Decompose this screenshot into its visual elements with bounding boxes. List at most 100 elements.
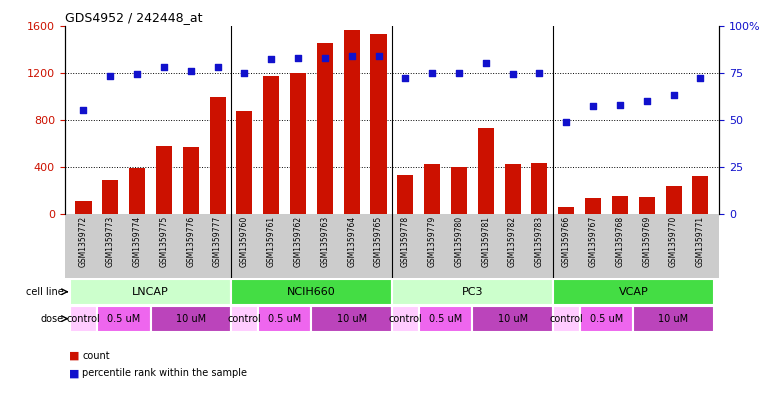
Bar xyxy=(392,306,419,332)
Point xyxy=(507,72,519,78)
Text: ■: ■ xyxy=(68,351,79,361)
Bar xyxy=(102,180,118,214)
Text: 10 uM: 10 uM xyxy=(176,314,205,324)
Text: GSM1359782: GSM1359782 xyxy=(508,216,517,267)
Point xyxy=(694,75,706,81)
Point xyxy=(78,107,90,114)
Text: GSM1359776: GSM1359776 xyxy=(186,216,196,267)
Bar xyxy=(633,306,714,332)
Bar xyxy=(231,306,258,332)
Text: 0.5 uM: 0.5 uM xyxy=(107,314,140,324)
Text: 0.5 uM: 0.5 uM xyxy=(268,314,301,324)
Text: GSM1359772: GSM1359772 xyxy=(79,216,88,267)
Text: 0.5 uM: 0.5 uM xyxy=(590,314,623,324)
Text: 10 uM: 10 uM xyxy=(336,314,367,324)
Bar xyxy=(311,306,392,332)
Text: GSM1359767: GSM1359767 xyxy=(588,216,597,267)
Point xyxy=(185,68,197,74)
Point xyxy=(372,53,384,59)
Bar xyxy=(151,306,231,332)
Bar xyxy=(75,201,91,214)
Text: PC3: PC3 xyxy=(462,287,483,297)
Text: GSM1359774: GSM1359774 xyxy=(132,216,142,267)
Bar xyxy=(693,176,708,214)
Bar xyxy=(638,197,654,214)
Bar xyxy=(237,112,253,214)
Text: LNCAP: LNCAP xyxy=(132,287,169,297)
Text: percentile rank within the sample: percentile rank within the sample xyxy=(82,368,247,378)
Point xyxy=(158,64,170,70)
Text: VCAP: VCAP xyxy=(619,287,648,297)
Bar xyxy=(344,30,360,214)
Bar xyxy=(209,97,225,214)
Bar xyxy=(70,279,231,305)
Bar xyxy=(419,306,473,332)
Bar xyxy=(317,43,333,214)
Bar xyxy=(258,306,311,332)
Text: GSM1359763: GSM1359763 xyxy=(320,216,330,267)
Point xyxy=(533,70,546,76)
Point xyxy=(104,73,116,79)
Text: control: control xyxy=(388,314,422,324)
Bar xyxy=(392,279,552,305)
Text: cell line: cell line xyxy=(26,287,63,297)
Bar xyxy=(97,306,151,332)
Text: control: control xyxy=(66,314,100,324)
Text: GSM1359768: GSM1359768 xyxy=(616,216,625,267)
Text: GSM1359764: GSM1359764 xyxy=(347,216,356,267)
Text: GSM1359779: GSM1359779 xyxy=(428,216,437,267)
Point xyxy=(667,92,680,98)
Bar xyxy=(371,34,387,214)
Text: GDS4952 / 242448_at: GDS4952 / 242448_at xyxy=(65,11,202,24)
Bar xyxy=(451,167,467,214)
Point xyxy=(238,70,250,76)
Text: GSM1359769: GSM1359769 xyxy=(642,216,651,267)
Text: 10 uM: 10 uM xyxy=(498,314,527,324)
Bar xyxy=(183,147,199,214)
Text: count: count xyxy=(82,351,110,361)
Point xyxy=(479,60,492,66)
Bar xyxy=(70,306,97,332)
Bar xyxy=(666,185,682,214)
Point xyxy=(319,54,331,61)
Point xyxy=(560,118,572,125)
Bar xyxy=(397,175,413,214)
Bar xyxy=(612,196,628,214)
Text: GSM1359777: GSM1359777 xyxy=(213,216,222,267)
Bar xyxy=(531,163,547,214)
Text: GSM1359771: GSM1359771 xyxy=(696,216,705,267)
Text: GSM1359783: GSM1359783 xyxy=(535,216,544,267)
Point xyxy=(614,101,626,108)
Bar xyxy=(478,128,494,214)
Text: GSM1359775: GSM1359775 xyxy=(159,216,168,267)
Text: GSM1359780: GSM1359780 xyxy=(454,216,463,267)
Bar xyxy=(580,306,633,332)
Point xyxy=(345,53,358,59)
Point xyxy=(641,98,653,104)
Text: control: control xyxy=(228,314,261,324)
Text: ■: ■ xyxy=(68,368,79,378)
Bar xyxy=(585,198,601,214)
Bar xyxy=(263,76,279,214)
Text: GSM1359773: GSM1359773 xyxy=(106,216,115,267)
Point xyxy=(453,70,465,76)
Point xyxy=(212,64,224,70)
Text: GSM1359766: GSM1359766 xyxy=(562,216,571,267)
Text: GSM1359778: GSM1359778 xyxy=(401,216,410,267)
Bar xyxy=(156,145,172,214)
Text: 10 uM: 10 uM xyxy=(658,314,689,324)
Bar xyxy=(559,207,575,214)
Text: GSM1359781: GSM1359781 xyxy=(481,216,490,267)
Point xyxy=(265,56,277,62)
Text: GSM1359765: GSM1359765 xyxy=(374,216,383,267)
Text: GSM1359760: GSM1359760 xyxy=(240,216,249,267)
Text: GSM1359770: GSM1359770 xyxy=(669,216,678,267)
Bar xyxy=(231,279,392,305)
Bar xyxy=(505,164,521,214)
Text: control: control xyxy=(549,314,583,324)
Text: 0.5 uM: 0.5 uM xyxy=(429,314,462,324)
Point xyxy=(400,75,412,81)
Text: dose: dose xyxy=(40,314,63,324)
Bar xyxy=(129,168,145,214)
Point xyxy=(587,103,599,110)
